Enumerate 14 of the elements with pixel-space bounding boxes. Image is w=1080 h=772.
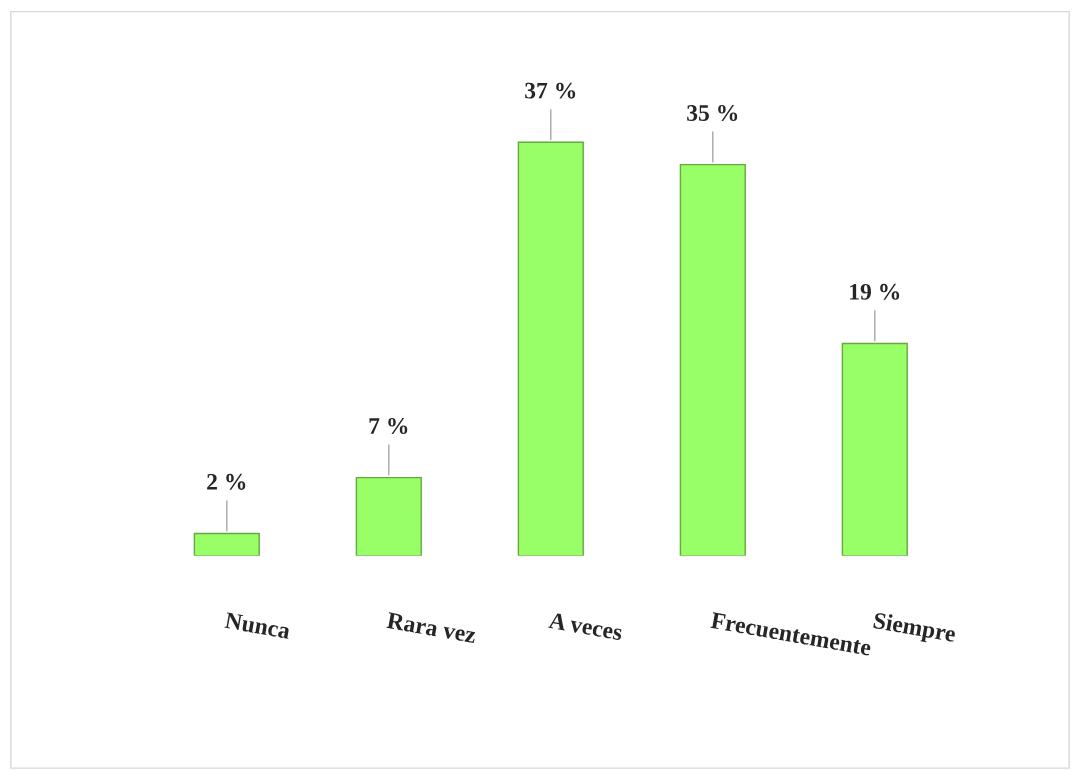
data-label: 37 %	[525, 82, 576, 99]
bar	[193, 532, 260, 556]
bar	[679, 163, 746, 556]
data-label: 7 %	[369, 417, 408, 434]
bar	[517, 141, 584, 556]
data-label: 19 %	[850, 283, 900, 300]
data-label: 2 %	[207, 473, 246, 490]
x-tick-label: A veces	[548, 612, 624, 641]
x-tick-label: Nunca	[224, 612, 291, 640]
x-tick-label: Siempre	[872, 611, 957, 647]
bar	[841, 342, 908, 556]
bar	[355, 476, 422, 556]
data-label: 35 %	[687, 105, 738, 122]
x-tick-label: Rara vez	[386, 612, 477, 644]
